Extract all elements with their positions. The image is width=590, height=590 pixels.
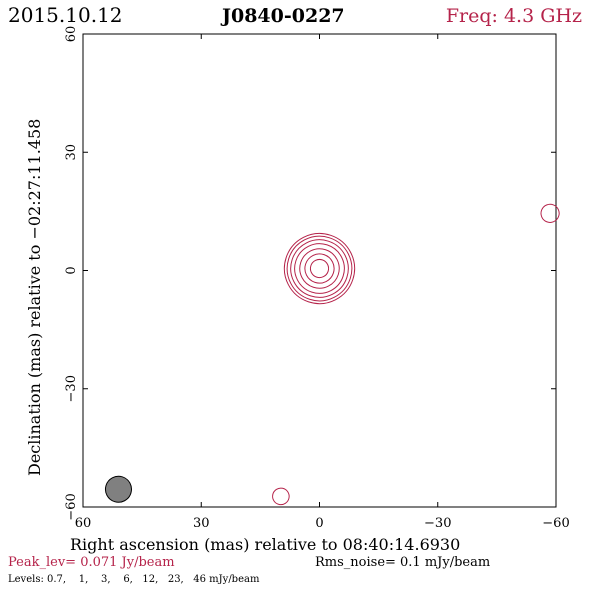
y-tick-labels: −60 −30 0 30 60	[64, 26, 79, 521]
axis-ticks	[82, 33, 557, 508]
x-tick-label: 60	[75, 516, 92, 531]
y-tick-label: −60	[64, 493, 79, 520]
x-tick-labels: 60 30 0 −30 −60	[75, 516, 570, 531]
plot-frame	[82, 33, 557, 508]
y-tick-label: −30	[64, 375, 79, 402]
observation-date: 2015.10.12	[8, 3, 123, 27]
beam-layer	[104, 475, 132, 503]
x-tick-label: 0	[315, 516, 323, 531]
x-tick-label: 30	[193, 516, 210, 531]
contour-core	[290, 239, 349, 298]
x-axis-label: Right ascension (mas) relative to 08:40:…	[70, 535, 460, 554]
x-tick-label: −60	[542, 516, 569, 531]
source-name: J0840-0227	[220, 5, 345, 27]
y-tick-label: 60	[64, 26, 79, 43]
contour-noise-west	[540, 203, 560, 223]
contour-noise-east	[272, 487, 290, 506]
y-tick-label: 30	[64, 144, 79, 161]
contour-core	[309, 258, 330, 279]
rms-noise: Rms_noise= 0.1 mJy/beam	[315, 555, 490, 570]
peak-level: Peak_lev= 0.071 Jy/beam	[8, 555, 175, 570]
contour-layer	[272, 203, 560, 506]
contour-core	[304, 253, 335, 284]
frequency-label: Freq: 4.3 GHz	[446, 5, 582, 27]
y-tick-label: 0	[64, 266, 79, 274]
x-tick-label: −30	[424, 516, 451, 531]
contour-core	[286, 235, 353, 302]
contour-core	[294, 243, 345, 294]
y-axis-label: Declination (mas) relative to −02:27:11.…	[25, 119, 44, 476]
restoring-beam	[104, 475, 132, 503]
contour-core	[299, 248, 340, 289]
contour-core	[283, 232, 356, 305]
contour-levels: Levels: 0.7, 1, 3, 6, 12, 23, 46 mJy/bea…	[8, 574, 260, 585]
